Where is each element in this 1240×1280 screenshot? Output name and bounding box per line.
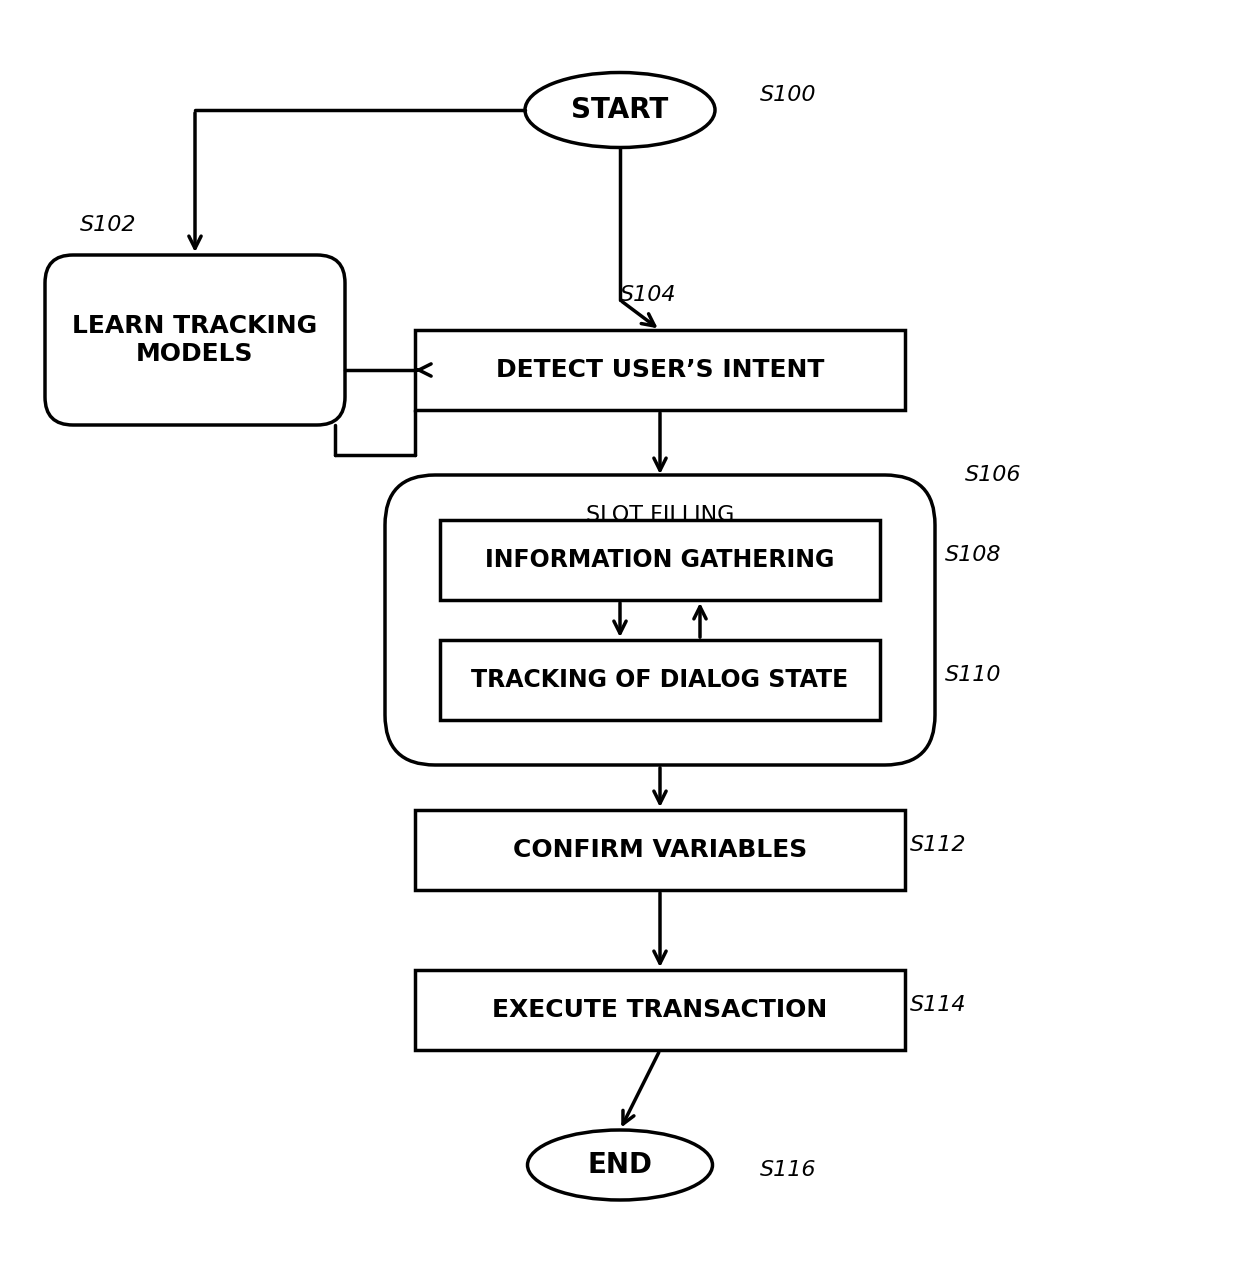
Bar xyxy=(415,810,905,890)
Text: S108: S108 xyxy=(945,545,1002,564)
Text: EXECUTE TRANSACTION: EXECUTE TRANSACTION xyxy=(492,998,827,1021)
Ellipse shape xyxy=(527,1130,713,1201)
Text: CONFIRM VARIABLES: CONFIRM VARIABLES xyxy=(513,838,807,861)
Text: DETECT USER’S INTENT: DETECT USER’S INTENT xyxy=(496,358,825,381)
Text: S112: S112 xyxy=(910,835,966,855)
Text: TRACKING OF DIALOG STATE: TRACKING OF DIALOG STATE xyxy=(471,668,848,692)
Text: END: END xyxy=(588,1151,652,1179)
Text: SLOT FILLING: SLOT FILLING xyxy=(585,506,734,525)
Text: START: START xyxy=(572,96,668,124)
Text: S110: S110 xyxy=(945,666,1002,685)
Text: S106: S106 xyxy=(965,465,1022,485)
Bar xyxy=(415,970,905,1050)
Text: LEARN TRACKING
MODELS: LEARN TRACKING MODELS xyxy=(72,314,317,366)
Text: S102: S102 xyxy=(81,215,136,236)
Ellipse shape xyxy=(525,73,715,147)
Text: S116: S116 xyxy=(760,1160,816,1180)
Bar xyxy=(415,330,905,410)
Bar xyxy=(440,640,880,719)
Text: INFORMATION GATHERING: INFORMATION GATHERING xyxy=(485,548,835,572)
Text: S114: S114 xyxy=(910,995,966,1015)
Text: S100: S100 xyxy=(760,84,816,105)
Text: S104: S104 xyxy=(620,285,677,305)
FancyBboxPatch shape xyxy=(384,475,935,765)
FancyBboxPatch shape xyxy=(45,255,345,425)
Bar xyxy=(440,520,880,600)
